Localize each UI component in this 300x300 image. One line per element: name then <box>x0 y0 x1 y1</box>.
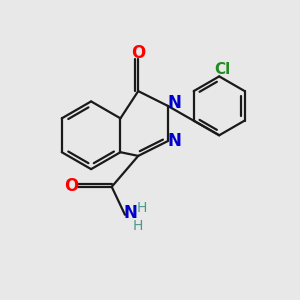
Text: H: H <box>137 201 147 215</box>
Text: Cl: Cl <box>214 62 230 77</box>
Text: O: O <box>64 177 79 195</box>
Text: N: N <box>167 94 181 112</box>
Text: N: N <box>167 132 181 150</box>
Text: O: O <box>131 44 145 62</box>
Text: H: H <box>132 219 142 233</box>
Text: N: N <box>124 204 138 222</box>
